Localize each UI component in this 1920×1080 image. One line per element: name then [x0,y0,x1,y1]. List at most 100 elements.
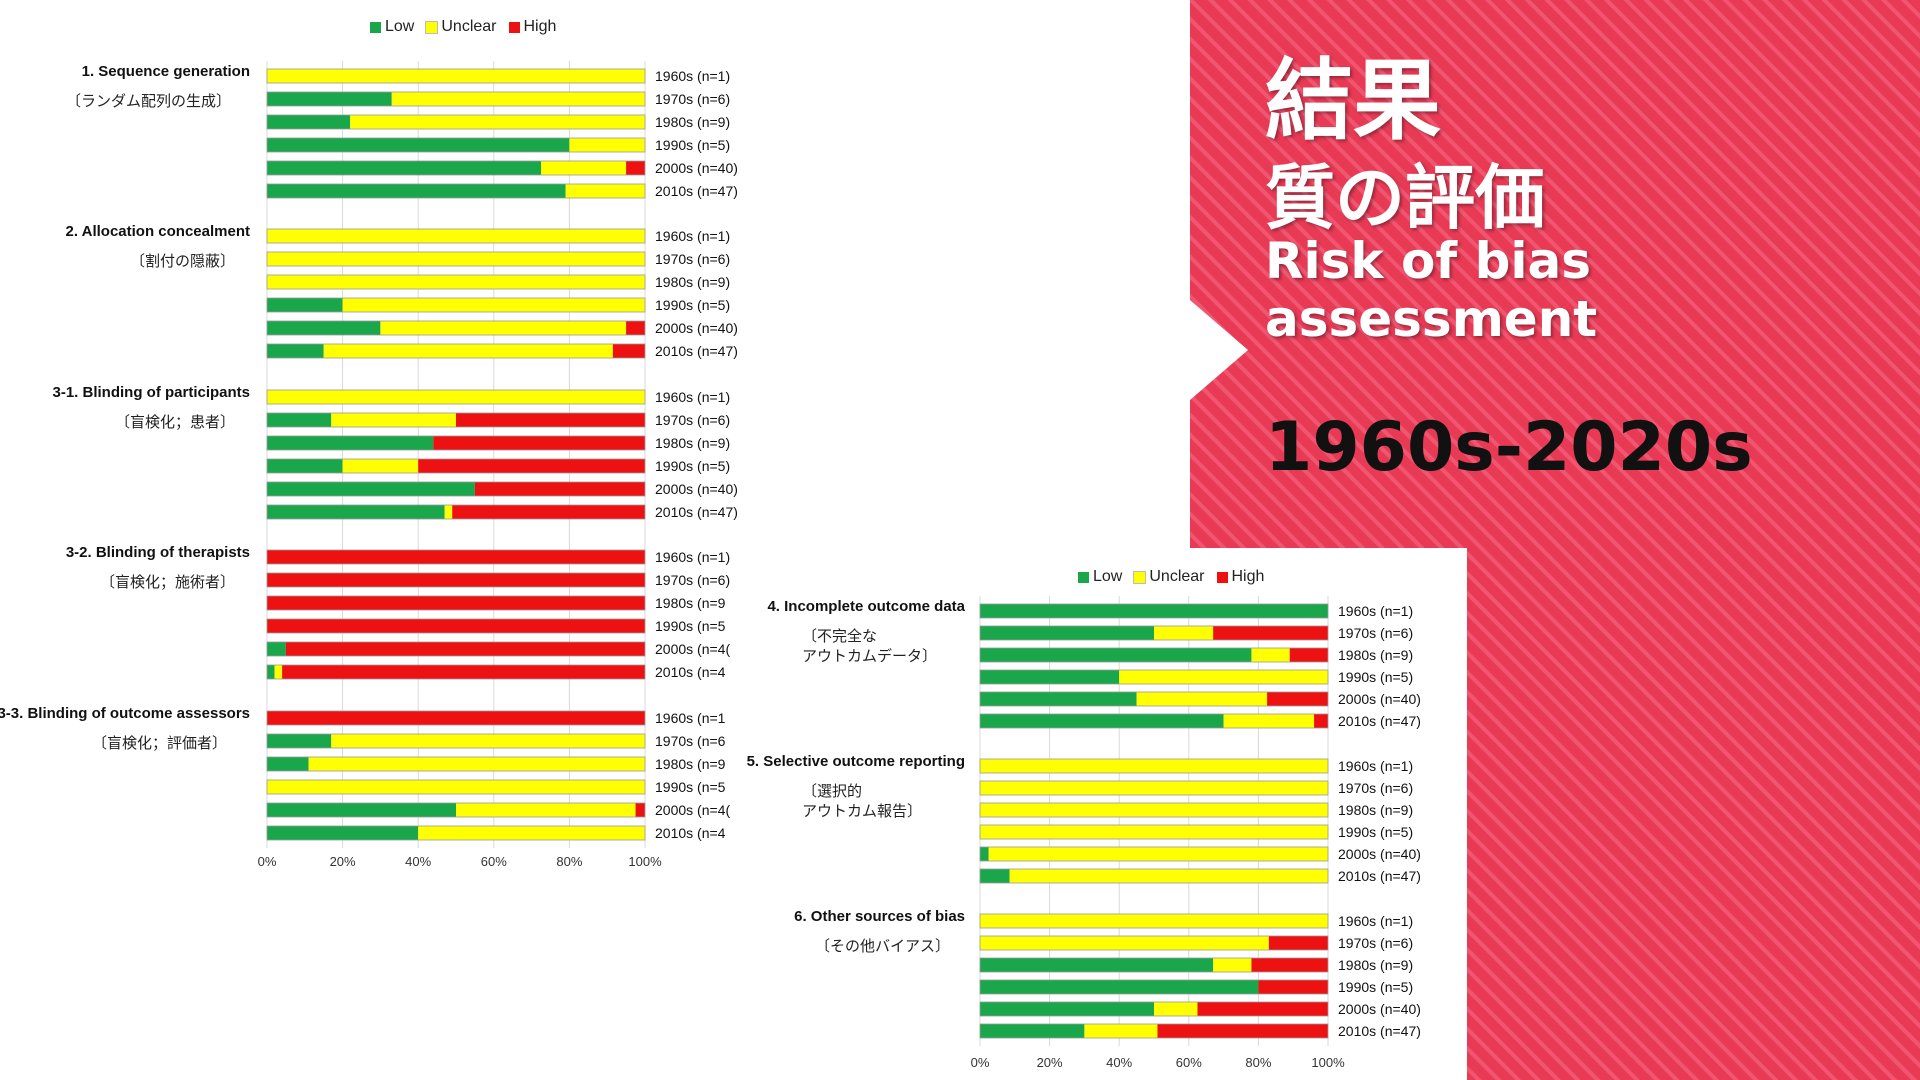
bar-segment-high [267,573,645,587]
bar-outline [266,756,646,772]
bar-segment-high [1268,936,1328,950]
bar-segment-unclear [1154,1002,1198,1016]
bar-segment-unclear [1009,869,1328,883]
bar-segment-low [980,1024,1085,1038]
slide-period: 1960s-2020s [1265,408,1753,487]
bar-outline [266,183,646,199]
bar-segment-low [267,298,343,312]
bar-segment-low [267,757,309,771]
bar-segment-high [452,505,645,519]
bar-outline [979,868,1329,884]
bar-segment-low [267,161,542,175]
bar-segment-high [1157,1024,1328,1038]
bar-outline [979,935,1329,951]
bar-segment-low [267,505,445,519]
bar-segment-low [980,626,1154,640]
bar-outline [266,825,646,841]
bar-segment-low [267,482,475,496]
legend-item-high: High [508,18,557,36]
chart-legend: Low Unclear High [370,18,556,36]
bar-segment-low [980,604,1328,618]
bar-outline [266,343,646,359]
x-tick-label: 40% [405,854,431,869]
bar-category-label: 1970s (n=6) [655,572,730,588]
bar-segment-low [267,826,419,840]
bar-segment-low [980,847,989,861]
bar-outline [266,504,646,520]
bar-category-label: 2010s (n=47) [655,183,738,199]
bar-category-label: 2010s (n=47) [1338,713,1421,729]
bar-outline [979,979,1329,995]
bar-segment-unclear [1154,626,1214,640]
bar-segment-unclear [418,826,645,840]
bar-segment-high [1258,980,1328,994]
bar-outline [266,91,646,107]
panel-title: 1. Sequence generation [81,63,250,80]
bar-segment-high [474,482,645,496]
legend-label-low: Low [1093,568,1123,585]
bar-category-label: 1980s (n=9) [655,114,730,130]
bar-outline [979,1023,1329,1039]
bar-category-label: 1980s (n=9) [655,274,730,290]
risk-of-bias-chart-right: Low Unclear High 0% 20% 40% 60% 80% 100% 1960s… [747,548,1467,1080]
bar-outline [979,713,1329,729]
bar-segment-high [1289,648,1328,662]
panel-subtitle: 〔その他バイアス〕 [815,937,951,955]
legend-swatch-low [370,21,381,33]
bar-category-label: 1990s (n=5 [655,779,726,795]
legend-label-unclear: Unclear [441,18,497,35]
bar-category-label: 1980s (n=9) [1338,647,1413,663]
bar-segment-high [626,321,645,335]
bar-category-label: 2010s (n=47) [655,504,738,520]
bar-segment-high [1213,626,1328,640]
bar-outline [266,389,646,405]
bar-segment-low [980,869,1010,883]
bar-segment-unclear [323,344,613,358]
bar-segment-unclear [331,413,456,427]
legend-label-low: Low [385,18,415,35]
bar-outline [266,320,646,336]
bar-segment-unclear [267,229,645,243]
bar-segment-low [980,1002,1154,1016]
bar-outline [266,412,646,428]
bar-segment-unclear [267,780,645,794]
bar-outline [266,802,646,818]
bar-segment-high [285,642,645,656]
bar-segment-unclear [267,275,645,289]
legend-label-high: High [523,18,557,35]
bar-segment-high [1197,1002,1328,1016]
bar-segment-unclear [342,459,419,473]
chart-plot-left: 0% 20% 40% 60% 80% 100% 1960s (n=1) 1970s (n=6)… [258,61,738,869]
bar-category-label: 1970s (n=6) [1338,780,1413,796]
bar-outline [266,595,646,611]
bar-segment-high [1251,958,1328,972]
panel-title: 3-1. Blinding of participants [52,384,250,401]
bar-category-label: 1960s (n=1 [655,710,726,726]
bar-category-label: 1980s (n=9) [1338,802,1413,818]
bar-outline [266,137,646,153]
bar-category-label: 1990s (n=5) [655,137,730,153]
panel-title: 4. Incomplete outcome data [767,598,965,615]
x-tick-label: 80% [1245,1055,1271,1070]
bar-segment-low [267,459,343,473]
bar-segment-low [267,413,332,427]
bar-segment-unclear [980,759,1328,773]
bar-outline [979,802,1329,818]
bar-outline [266,733,646,749]
bar-segment-unclear [456,803,636,817]
panel-subtitle: 〔盲検化；患者〕 [115,413,236,431]
bar-category-label: 1980s (n=9 [655,595,726,611]
legend-item-unclear: Unclear [425,18,497,36]
bar-outline [266,664,646,680]
bar-outline [979,780,1329,796]
legend-item-low: Low [370,18,414,36]
bar-outline [979,913,1329,929]
bar-outline [266,779,646,795]
panel-title: 5. Selective outcome reporting [746,753,965,770]
bar-segment-unclear [1223,714,1315,728]
bar-category-label: 1960s (n=1) [655,549,730,565]
bar-outline [979,1001,1329,1017]
bar-segment-unclear [980,825,1328,839]
bar-segment-unclear [444,505,453,519]
bar-category-label: 2010s (n=47) [655,343,738,359]
